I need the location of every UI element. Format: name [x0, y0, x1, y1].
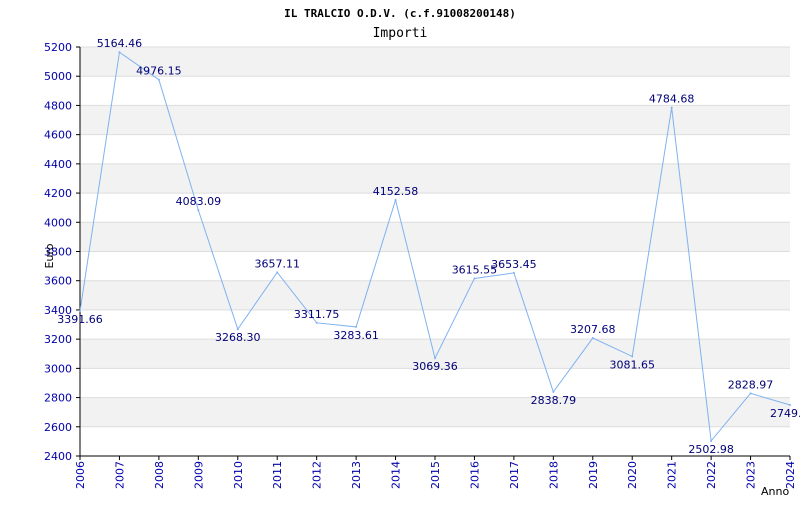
data-label: 4083.09: [176, 195, 222, 208]
grid-band: [80, 339, 790, 369]
chart-subtitle: Importi: [373, 26, 428, 41]
data-label: 3653.45: [491, 258, 537, 271]
x-tick-label: 2015: [429, 461, 442, 489]
x-axis-label: Anno: [761, 485, 789, 498]
grid-band: [80, 397, 790, 427]
y-axis-ticks: 2400 2600 2800 3000 3200 3400 3600 3800 4000 4200…: [44, 41, 80, 463]
data-label: 5164.46: [97, 37, 143, 50]
x-axis-ticks: 2006 2007 2008 2009 2010 2011 2012 2013 2014 2015…: [74, 456, 797, 489]
x-tick-label: 2022: [705, 461, 718, 489]
y-tick-label: 4600: [44, 129, 72, 142]
grid-band: [80, 280, 790, 310]
y-tick-label: 3800: [44, 246, 72, 259]
data-label: 3391.66: [57, 313, 103, 326]
data-point: [355, 325, 358, 328]
data-label: 3268.30: [215, 331, 261, 344]
data-point: [591, 337, 594, 340]
grid-band: [80, 105, 790, 135]
x-tick-label: 2011: [271, 461, 284, 489]
grid-band: [80, 47, 790, 77]
data-label: 3207.68: [570, 323, 616, 336]
data-label: 3311.75: [294, 308, 340, 321]
data-labels: 3391.66 5164.46 4976.15 4083.09 3268.30 3657.…: [57, 37, 800, 456]
x-tick-label: 2013: [350, 461, 363, 489]
y-tick-label: 4400: [44, 158, 72, 171]
y-tick-label: 4200: [44, 187, 72, 200]
data-point: [157, 78, 160, 81]
y-tick-label: 2600: [44, 421, 72, 434]
x-tick-label: 2020: [626, 461, 639, 489]
data-label: 4784.68: [649, 93, 695, 106]
y-tick-label: 4800: [44, 99, 72, 112]
data-label: 2828.97: [728, 378, 774, 391]
data-label: 3069.36: [412, 360, 458, 373]
data-label: 3657.11: [254, 257, 300, 270]
data-point: [473, 277, 476, 280]
data-point: [670, 106, 673, 109]
data-point: [118, 51, 121, 54]
y-tick-label: 4000: [44, 216, 72, 229]
data-point: [434, 357, 436, 360]
x-tick-label: 2009: [192, 461, 205, 489]
grid-bands: [80, 47, 790, 427]
data-label: 3615.55: [452, 263, 498, 276]
data-label: 2838.79: [531, 394, 577, 407]
data-label: 2502.98: [688, 443, 734, 456]
y-tick-label: 5200: [44, 41, 72, 54]
data-point: [236, 328, 239, 331]
x-tick-label: 2008: [153, 461, 166, 489]
series-line: [79, 51, 791, 443]
data-point: [512, 271, 515, 274]
data-point: [789, 403, 791, 406]
x-tick-label: 2024: [784, 461, 797, 489]
data-point: [749, 392, 752, 395]
x-tick-label: 2021: [666, 461, 679, 489]
grid-band: [80, 222, 790, 252]
data-label: 3283.61: [333, 329, 379, 342]
x-tick-label: 2006: [74, 461, 87, 489]
x-tick-label: 2017: [508, 461, 521, 489]
data-point: [394, 198, 397, 201]
grid-band: [80, 163, 790, 194]
x-tick-label: 2014: [390, 461, 403, 489]
data-label: 4976.15: [136, 65, 182, 78]
data-label: 4152.58: [373, 185, 419, 198]
data-label: 3081.65: [609, 358, 655, 371]
data-point: [552, 390, 555, 393]
y-axis-label: Euro: [43, 243, 56, 268]
x-tick-label: 2010: [232, 461, 245, 489]
data-point: [631, 355, 634, 358]
y-tick-label: 3600: [44, 275, 72, 288]
data-point: [197, 209, 200, 212]
x-tick-label: 2019: [587, 461, 600, 489]
data-label: 2749.4: [770, 407, 800, 420]
y-tick-label: 3000: [44, 362, 72, 375]
x-tick-label: 2023: [745, 461, 758, 489]
y-tick-label: 2800: [44, 392, 72, 405]
data-point: [276, 271, 279, 274]
data-point: [315, 321, 318, 324]
data-point: [79, 310, 81, 313]
x-tick-label: 2007: [113, 461, 126, 489]
x-tick-label: 2016: [468, 461, 481, 489]
chart-title: IL TRALCIO O.D.V. (c.f.91008200148): [284, 7, 516, 20]
y-tick-label: 3200: [44, 333, 72, 346]
x-tick-label: 2018: [547, 461, 560, 489]
data-point: [710, 439, 713, 442]
y-tick-label: 5000: [44, 70, 72, 83]
x-tick-label: 2012: [311, 461, 324, 489]
y-tick-label: 2400: [44, 450, 72, 463]
y-tick-label: 3400: [44, 304, 72, 317]
